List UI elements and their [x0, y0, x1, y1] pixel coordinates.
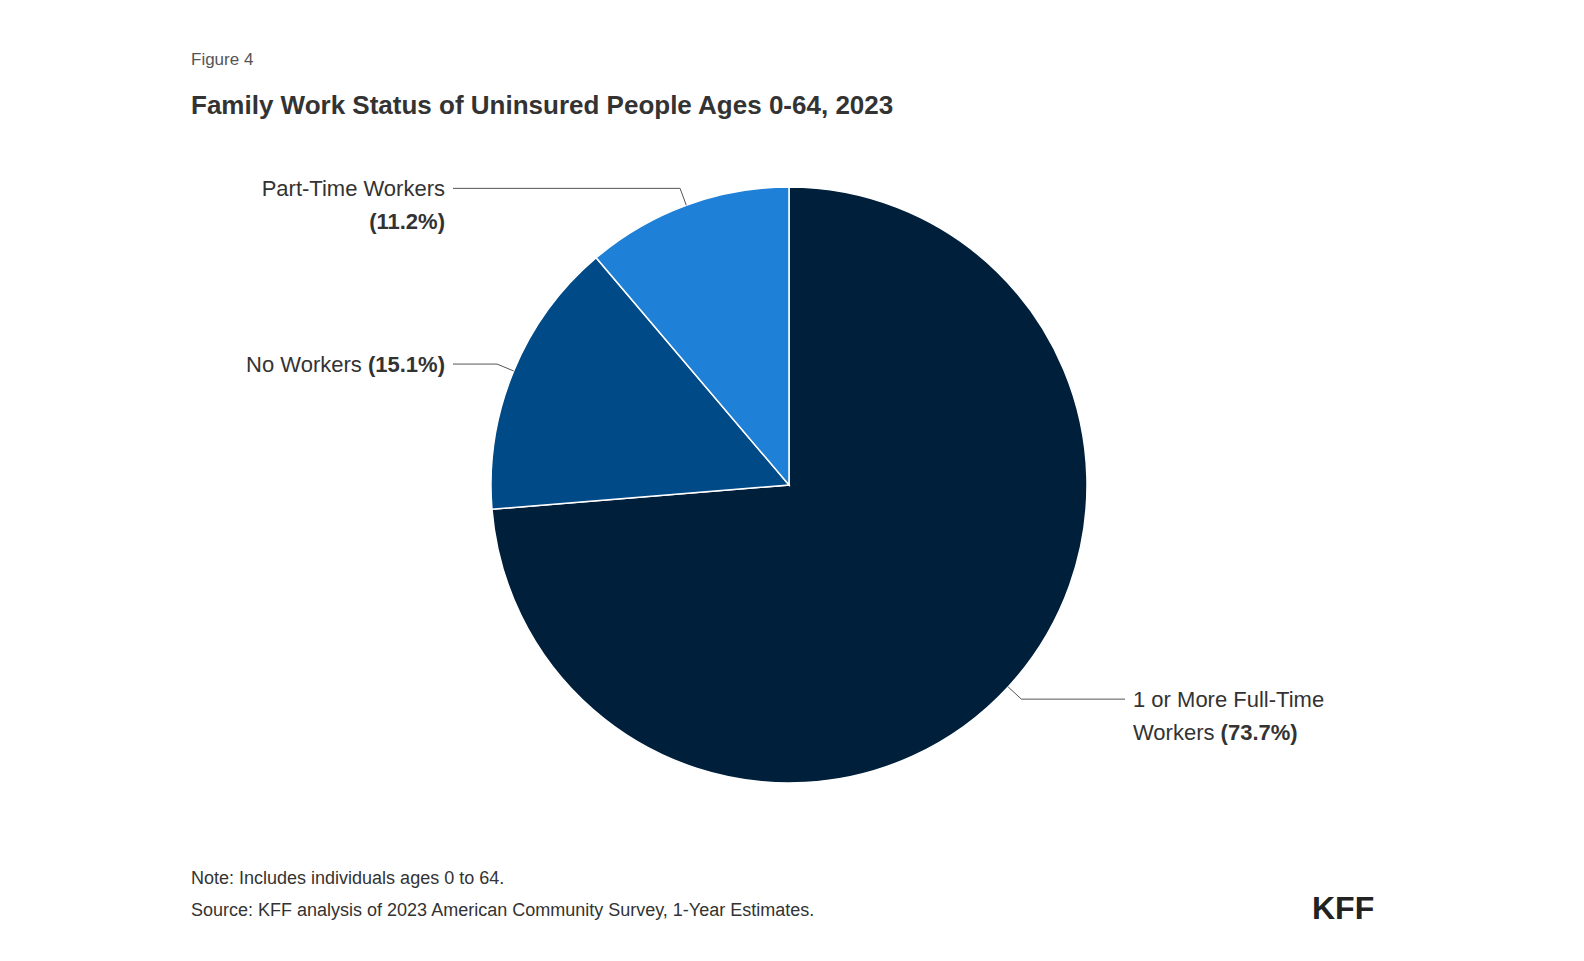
html-text:Note: Includes individuals age: Note: Includes individuals ages 0 to 64. [191, 868, 505, 888]
svg-text:Part-Time Workers(11.2%): Part-Time Workers(11.2%) [262, 176, 445, 234]
html-text:KFF: KFF [1312, 890, 1375, 926]
svg-text:1 or More Full-TimeWorkers (73: 1 or More Full-TimeWorkers (73.7%) [1133, 687, 1324, 745]
html-text:Figure 4: Figure 4 [191, 50, 254, 69]
html-text:Family Work Status of Uninsure: Family Work Status of Uninsured People A… [191, 90, 894, 120]
html-text:Source: KFF analysis of 2023 A: Source: KFF analysis of 2023 American Co… [191, 900, 815, 920]
svg-text:No Workers (15.1%): No Workers (15.1%) [246, 352, 445, 377]
